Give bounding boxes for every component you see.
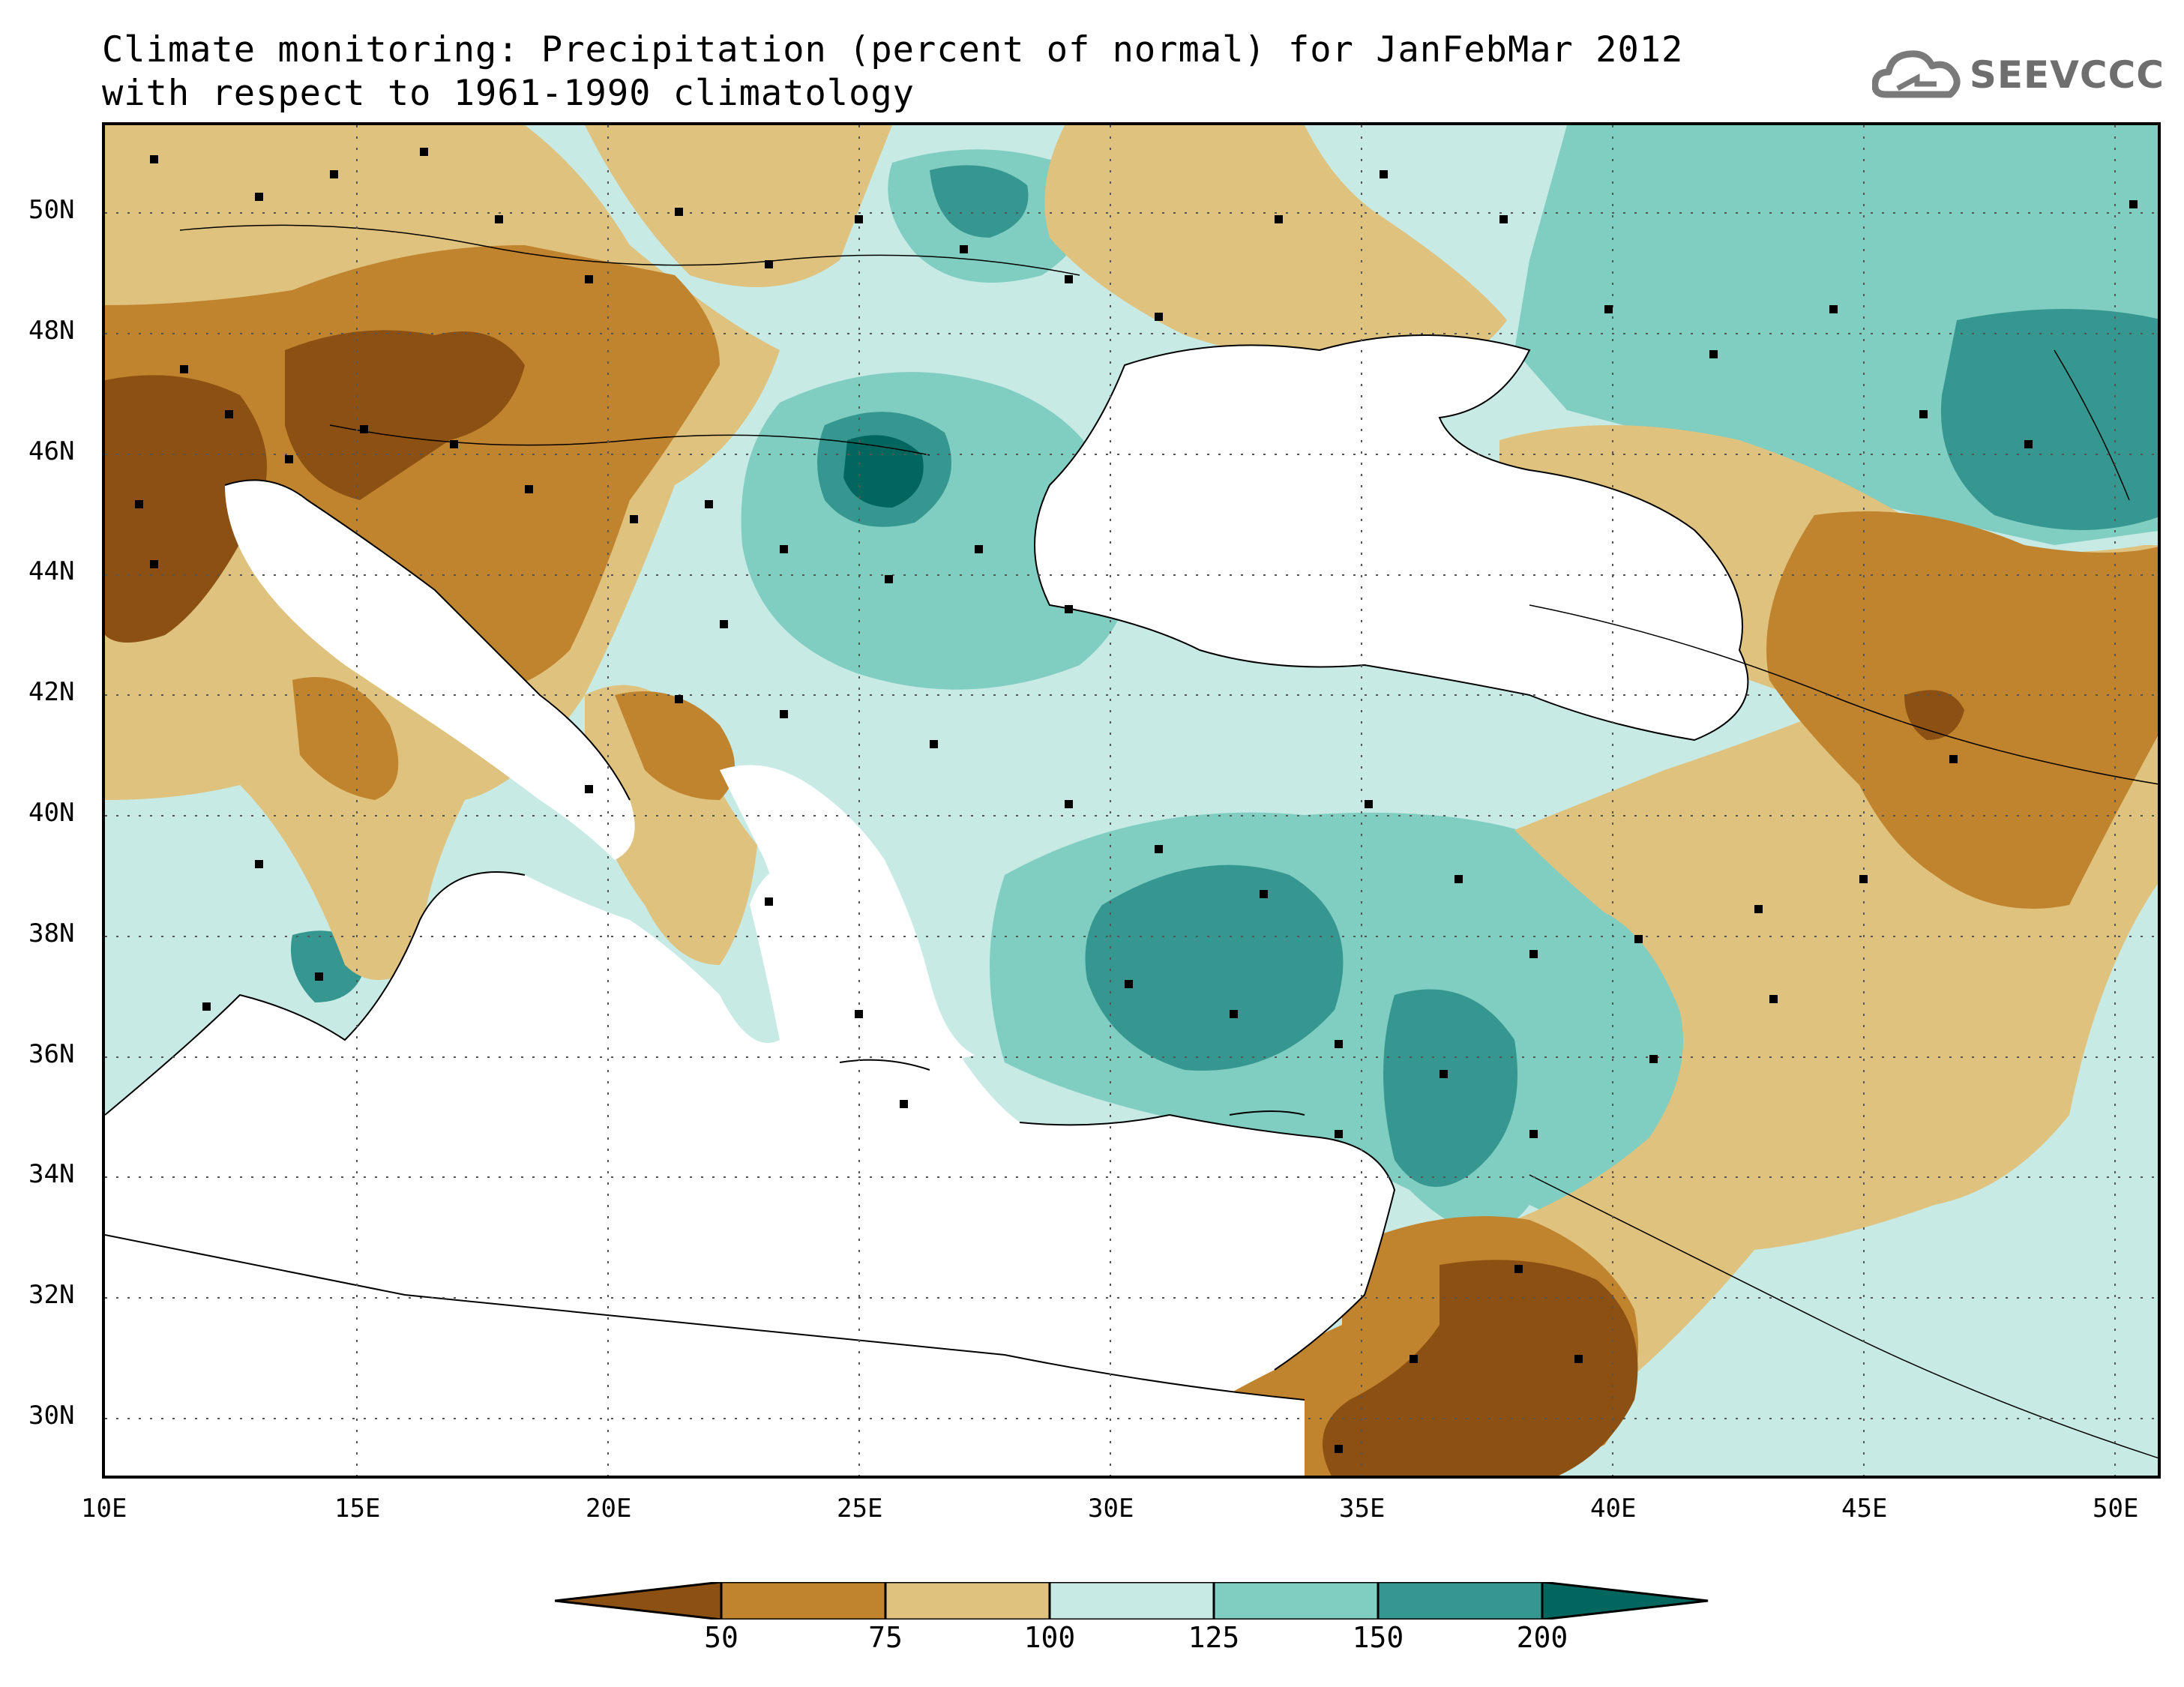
lat-tick: 50N [28, 195, 75, 225]
lat-tick: 40N [28, 798, 75, 828]
field-75-100-balkans [585, 685, 757, 965]
cloud-icon [1871, 50, 1961, 98]
lon-tick: 50E [2093, 1494, 2139, 1524]
legend-label: 75 [868, 1621, 903, 1654]
field-lt50-alps [285, 330, 525, 500]
map-canvas [105, 125, 2158, 1476]
lon-tick: 35E [1339, 1494, 1386, 1524]
lat-tick: 38N [28, 918, 75, 948]
lon-tick: 45E [1841, 1494, 1888, 1524]
legend-label: 150 [1352, 1621, 1404, 1654]
lon-tick: 10E [81, 1494, 127, 1524]
field-150-200-north [930, 165, 1029, 238]
field-150-200-levant [1383, 989, 1517, 1187]
legend-label: 200 [1516, 1621, 1568, 1654]
coastlines [105, 334, 1749, 1401]
lat-tick: 42N [28, 677, 75, 707]
field-150-200-anatolia [1085, 864, 1344, 1071]
title-line-1: Climate monitoring: Precipitation (perce… [102, 29, 1684, 70]
field-75-100-ukraine [1044, 125, 1507, 373]
field-50-75-greece [615, 691, 735, 800]
logo-text: SEEVCCC [1969, 53, 2165, 97]
lat-tick: 34N [28, 1159, 75, 1189]
legend-swatch-lt50 [555, 1582, 723, 1620]
lon-tick: 40E [1590, 1494, 1637, 1524]
lon-tick: 15E [334, 1494, 381, 1524]
legend-swatch-100-125 [1048, 1582, 1215, 1620]
legend-swatch-gt200 [1541, 1582, 1709, 1620]
legend-swatch-125-150 [1212, 1582, 1380, 1620]
field-75-100-central [585, 125, 892, 287]
field-lt50-jordan [1323, 1260, 1638, 1476]
lon-tick: 20E [586, 1494, 632, 1524]
legend-swatch-50-75 [720, 1582, 887, 1620]
lat-tick: 46N [28, 436, 75, 466]
map-title: Climate monitoring: Precipitation (perce… [102, 28, 1683, 115]
lon-tick: 30E [1088, 1494, 1134, 1524]
legend-swatch-75-100 [884, 1582, 1051, 1620]
borders [179, 224, 2158, 1459]
field-lt50-italy [105, 375, 267, 643]
adriatic-sea [225, 480, 635, 860]
field-50-75-south-italy [292, 677, 399, 800]
field-gt200-romania [843, 435, 924, 508]
field-150-200-caspian [1940, 309, 2158, 530]
gridlines [105, 125, 2158, 1476]
color-legend [555, 1582, 1709, 1620]
lat-tick: 48N [28, 316, 75, 346]
precipitation-map [102, 122, 2161, 1479]
legend-swatch-150-200 [1377, 1582, 1544, 1620]
lon-tick: 25E [837, 1494, 883, 1524]
lat-tick: 44N [28, 556, 75, 586]
lat-tick: 36N [28, 1039, 75, 1069]
legend-label: 100 [1023, 1621, 1076, 1654]
legend-label: 125 [1188, 1621, 1240, 1654]
aegean-sea [720, 765, 975, 1060]
black-sea [1035, 335, 1748, 740]
title-line-2: with respect to 1961-1990 climatology [102, 73, 915, 114]
legend-label: 50 [704, 1621, 738, 1654]
station-markers [135, 148, 2138, 1453]
lat-tick: 32N [28, 1280, 75, 1310]
field-50-75-alps [105, 245, 720, 695]
lat-tick: 30N [28, 1401, 75, 1431]
seevccc-logo: SEEVCCC [1871, 46, 2165, 103]
